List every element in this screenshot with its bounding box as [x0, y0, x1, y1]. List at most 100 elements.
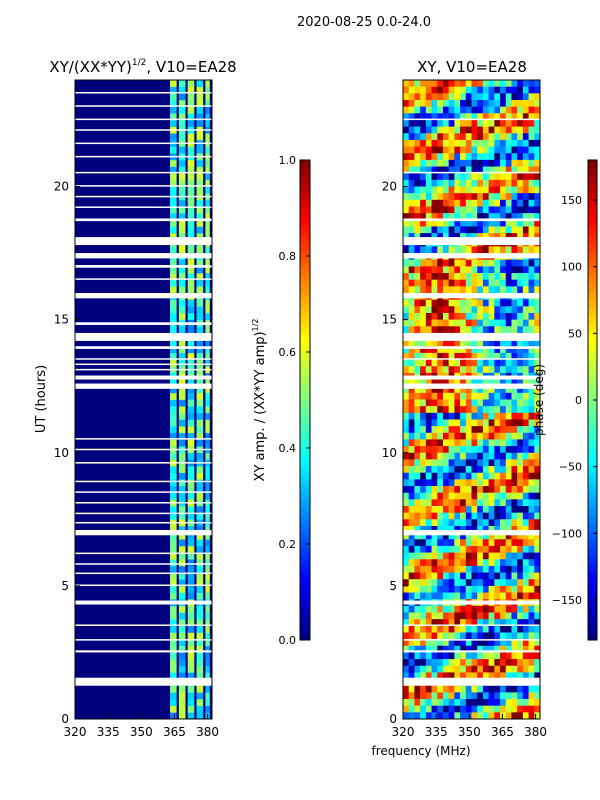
phase-heatmap-cell — [488, 213, 495, 221]
phase-heatmap-cell — [534, 506, 541, 513]
amp-bright-channel-cell — [170, 379, 177, 387]
phase-heatmap-cell — [522, 266, 529, 274]
flagged-row — [75, 185, 212, 187]
phase-heatmap-cell — [425, 619, 432, 627]
phase-heatmap-cell — [517, 166, 524, 174]
phase-heatmap-cell — [488, 512, 495, 520]
phase-heatmap-cell — [403, 359, 410, 367]
phase-heatmap-cell — [414, 386, 421, 394]
phase-heatmap-cell — [505, 519, 512, 527]
phase-heatmap-cell — [522, 632, 529, 640]
phase-heatmap-cell — [431, 226, 438, 234]
amp-bright-channel-cell — [205, 80, 210, 87]
phase-heatmap-cell — [408, 113, 415, 121]
phase-heatmap-cell — [420, 665, 427, 673]
phase-heatmap-cell — [460, 506, 467, 513]
phase-heatmap-cell — [477, 705, 484, 713]
phase-heatmap-cell — [517, 632, 524, 640]
phase-heatmap-cell — [442, 459, 449, 467]
phase-heatmap-cell — [511, 386, 518, 394]
phase-heatmap-cell — [460, 159, 467, 167]
phase-heatmap-cell — [482, 206, 489, 214]
phase-heatmap-cell — [511, 479, 518, 487]
phase-heatmap-cell — [522, 692, 529, 700]
phase-heatmap-cell — [437, 113, 444, 121]
flagged-row — [75, 237, 212, 246]
phase-heatmap-cell — [511, 545, 518, 553]
amp-bright-channel-cell — [187, 326, 195, 334]
phase-heatmap-cell — [460, 319, 467, 327]
amp-bright-channel-cell — [187, 179, 195, 187]
phase-heatmap-cell — [522, 479, 529, 487]
amp-bright-channel-cell — [205, 426, 210, 434]
phase-heatmap-cell — [494, 419, 501, 427]
colorbar-tick-label: 0.8 — [279, 250, 297, 263]
amp-bright-channel-cell — [187, 312, 195, 320]
phase-heatmap-cell — [505, 506, 512, 513]
phase-heatmap-cell — [465, 352, 472, 360]
amp-bright-channel-cell — [205, 685, 210, 693]
amp-bright-channel-cell — [178, 133, 186, 141]
phase-heatmap-cell — [437, 159, 444, 167]
phase-heatmap-cell — [517, 692, 524, 700]
phase-heatmap-cell — [448, 99, 455, 107]
phase-heatmap-cell — [454, 139, 461, 147]
amp-bright-channel-cell — [187, 426, 195, 434]
phase-heatmap-cell — [471, 233, 478, 241]
phase-heatmap-cell — [522, 159, 529, 167]
phase-heatmap-cell — [522, 432, 529, 440]
phase-heatmap-cell — [522, 273, 529, 280]
amp-bright-channel-cell — [205, 133, 210, 141]
phase-heatmap-cell — [488, 406, 495, 414]
phase-heatmap-cell — [460, 213, 467, 221]
phase-heatmap-cell — [454, 119, 461, 127]
phase-heatmap-cell — [477, 146, 484, 154]
phase-heatmap-cell — [454, 286, 461, 294]
phase-heatmap-cell — [420, 379, 427, 387]
phase-heatmap-cell — [431, 619, 438, 627]
phase-heatmap-cell — [488, 279, 495, 287]
phase-heatmap-cell — [408, 665, 415, 673]
phase-heatmap-cell — [494, 659, 501, 667]
phase-heatmap-cell — [437, 579, 444, 587]
phase-heatmap-cell — [425, 699, 432, 706]
phase-heatmap-cell — [425, 186, 432, 194]
phase-heatmap-cell — [488, 186, 495, 194]
phase-heatmap-cell — [477, 86, 484, 94]
phase-heatmap-cell — [431, 605, 438, 613]
phase-heatmap-cell — [522, 699, 529, 706]
phase-heatmap-cell — [425, 665, 432, 673]
phase-heatmap-cell — [528, 525, 535, 533]
phase-heatmap-cell — [482, 86, 489, 94]
flagged-row — [403, 383, 540, 389]
phase-heatmap-cell — [437, 605, 444, 613]
phase-heatmap-cell — [465, 179, 472, 187]
phase-heatmap-cell — [534, 106, 541, 114]
phase-heatmap-cell — [403, 326, 410, 334]
phase-heatmap-cell — [448, 133, 455, 141]
phase-heatmap-cell — [465, 359, 472, 367]
phase-heatmap-cell — [431, 159, 438, 167]
phase-heatmap-cell — [465, 579, 472, 587]
phase-heatmap-cell — [454, 133, 461, 141]
phase-heatmap-cell — [477, 206, 484, 214]
amp-bright-channel-cell — [187, 579, 195, 587]
phase-heatmap-cell — [454, 639, 461, 647]
phase-heatmap-cell — [482, 446, 489, 454]
flagged-row — [403, 253, 540, 259]
phase-heatmap-cell — [425, 572, 432, 580]
phase-heatmap-cell — [511, 625, 518, 633]
phase-heatmap-cell — [448, 625, 455, 633]
phase-heatmap-cell — [500, 199, 507, 207]
phase-heatmap-cell — [454, 80, 461, 87]
phase-heatmap-cell — [477, 665, 484, 673]
phase-heatmap-cell — [517, 246, 524, 254]
phase-heatmap-cell — [465, 466, 472, 474]
phase-heatmap-cell — [522, 625, 529, 633]
phase-heatmap-cell — [534, 159, 541, 167]
phase-heatmap-cell — [482, 572, 489, 580]
phase-heatmap-cell — [437, 346, 444, 354]
phase-heatmap-cell — [517, 339, 524, 347]
phase-heatmap-cell — [528, 346, 535, 354]
phase-heatmap-cell — [517, 259, 524, 267]
